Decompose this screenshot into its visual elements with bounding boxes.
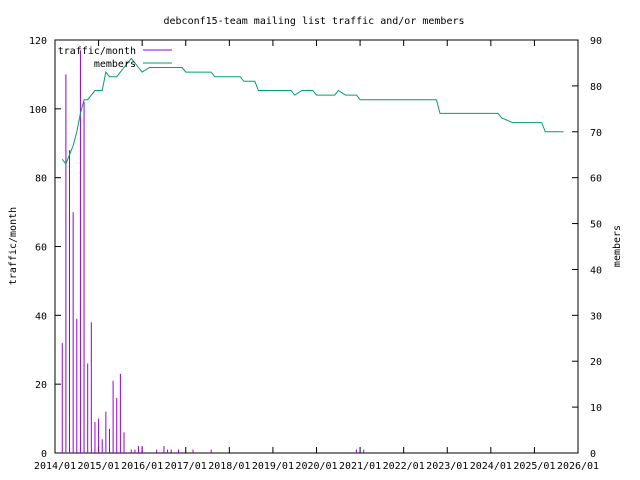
y2-tick-label: 60 — [590, 174, 602, 185]
members-line — [61, 57, 564, 165]
axis-ticks: 0 20 40 60 80 100 120 0 10 20 30 40 50 60 70 80 90 2014/0… — [29, 36, 602, 472]
x-tick-label: 2020/01 — [295, 461, 337, 472]
plot-frame — [54, 39, 579, 454]
x-tick-label: 2016/01 — [121, 461, 163, 472]
x-tick-label: 2019/01 — [252, 461, 294, 472]
y2-tick-label: 0 — [590, 449, 596, 460]
plot-border — [54, 39, 579, 454]
y-tick-label: 40 — [35, 311, 47, 322]
y2-tick-label: 80 — [590, 82, 602, 93]
x-tick-label: 2014/01 — [34, 461, 76, 472]
x-tick-label: 2026/01 — [557, 461, 599, 472]
y-tick-label: 100 — [29, 105, 47, 116]
x-tick-label: 2022/01 — [383, 461, 425, 472]
x-tick-label: 2023/01 — [426, 461, 468, 472]
y-tick-label: 20 — [35, 380, 47, 391]
y2-tick-label: 20 — [590, 357, 602, 368]
x-tick-label: 2024/01 — [470, 461, 512, 472]
legend-traffic-label: traffic/month — [58, 46, 136, 57]
y-tick-label: 80 — [35, 174, 47, 185]
x-tick-label: 2021/01 — [339, 461, 381, 472]
y2-tick-label: 70 — [590, 128, 602, 139]
x-tick-label: 2025/01 — [513, 461, 555, 472]
y2-tick-label: 90 — [590, 36, 602, 47]
y-tick-label: 0 — [41, 449, 47, 460]
y2-axis-label: members — [612, 225, 623, 267]
x-tick-label: 2017/01 — [165, 461, 207, 472]
y2-tick-label: 40 — [590, 265, 602, 276]
x-tick-label: 2015/01 — [78, 461, 120, 472]
traffic-bars — [61, 50, 365, 453]
y2-tick-label: 10 — [590, 403, 602, 414]
y-axis-label: traffic/month — [8, 207, 19, 285]
members-line-group — [61, 57, 564, 165]
y-tick-label: 60 — [35, 243, 47, 254]
y-tick-label: 120 — [29, 36, 47, 47]
y2-tick-label: 30 — [590, 311, 602, 322]
legend-members-label: members — [94, 59, 136, 70]
chart-title: debconf15-team mailing list traffic and/… — [163, 16, 464, 27]
y2-tick-label: 50 — [590, 220, 602, 231]
x-tick-label: 2018/01 — [208, 461, 250, 472]
legend: traffic/month members — [58, 46, 172, 70]
